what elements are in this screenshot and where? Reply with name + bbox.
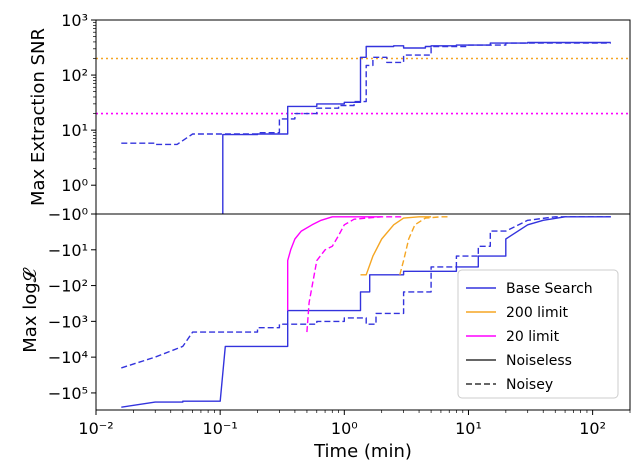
legend-box bbox=[457, 269, 619, 399]
snr-plot-frame bbox=[95, 19, 631, 215]
loglik-series-20-noiseless bbox=[287, 216, 382, 311]
legend-label-2: 20 limit bbox=[506, 329, 560, 345]
loglik-panel: −10⁰ −10¹ −10² −10³ −10⁴ −10⁵ 10⁻² 10⁻¹ 10⁰ 10¹ 10… bbox=[20, 205, 631, 462]
snr-series-noiseless bbox=[222, 41, 611, 214]
snr-y-tick-label-1: 10¹ bbox=[61, 121, 88, 140]
loglik-y-tick-label-5: −10⁵ bbox=[48, 384, 88, 403]
legend-label-4: Noisey bbox=[506, 377, 553, 393]
loglik-series-200-noisey bbox=[399, 216, 450, 275]
x-tick-label-4: 10² bbox=[579, 419, 606, 438]
x-tick-label-2: 10⁰ bbox=[331, 419, 358, 438]
snr-panel: 10⁰ 10¹ 10² 10³ Max Extraction SNR bbox=[28, 11, 631, 215]
loglik-series-base-noiseless bbox=[121, 216, 611, 408]
snr-y-tick-label-2: 10² bbox=[61, 66, 88, 85]
loglik-series-base-noisey bbox=[121, 216, 611, 369]
legend-label-0: Base Search bbox=[506, 281, 593, 297]
loglik-series-200-noiseless bbox=[360, 216, 432, 276]
legend: Base Search 200 limit 20 limit Noiseless Noi… bbox=[457, 269, 619, 399]
loglik-y-tick-label-1: −10¹ bbox=[48, 241, 88, 260]
snr-y-tick-label-3: 10³ bbox=[61, 11, 88, 30]
loglik-plot-frame bbox=[95, 213, 631, 411]
snr-series-noisey bbox=[121, 42, 611, 146]
x-axis-label: Time (min) bbox=[313, 441, 412, 462]
snr-y-tick-label-0: 10⁰ bbox=[61, 176, 88, 195]
x-tick-label-1: 10⁻¹ bbox=[203, 419, 238, 438]
loglik-series-20-noisey bbox=[306, 216, 404, 333]
x-tick-label-3: 10¹ bbox=[455, 419, 482, 438]
snr-y-axis-label: Max Extraction SNR bbox=[28, 28, 49, 206]
loglik-y-axis-label: Max log𝓛 bbox=[20, 267, 41, 352]
loglik-y-tick-label-2: −10² bbox=[48, 277, 88, 296]
x-tick-label-0: 10⁻² bbox=[78, 419, 113, 438]
legend-label-1: 200 limit bbox=[506, 305, 568, 321]
legend-label-3: Noiseless bbox=[506, 353, 572, 369]
loglik-y-tick-label-3: −10³ bbox=[48, 312, 88, 331]
loglik-y-tick-label-4: −10⁴ bbox=[48, 348, 88, 367]
loglik-y-tick-label-0: −10⁰ bbox=[48, 205, 88, 224]
